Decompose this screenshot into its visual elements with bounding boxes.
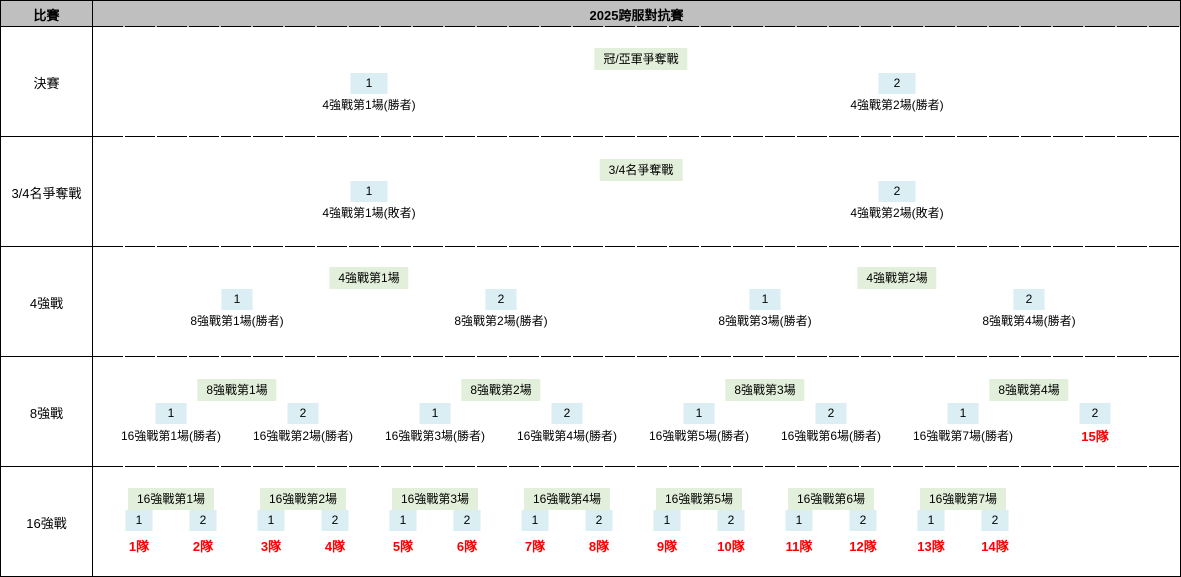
slot-number-cell: 2 xyxy=(287,403,319,424)
slot-source: 4強戰第1場(勝者) xyxy=(322,98,416,112)
round-row-third-place: 3/4名爭奪戰 3/4名爭奪戰 1 4強戰第1場(敗者) 2 4強戰第2場(敗者) xyxy=(1,137,1180,247)
slot-source: 4強戰第2場(勝者) xyxy=(850,98,944,112)
slot-source: 16強戰第5場(勝者) xyxy=(648,429,750,443)
team-name: 3隊 xyxy=(260,539,282,554)
match-banner: 16強戰第2場 xyxy=(259,488,347,510)
slot-source: 16強戰第1場(勝者) xyxy=(120,429,222,443)
slot-number-cell: 1 xyxy=(683,403,715,424)
team-name: 7隊 xyxy=(524,539,546,554)
slot-number-cell: 1 xyxy=(389,510,417,531)
round-row-round-of-16: 16強戰 16強戰第1場 1 1隊 2 2隊 16強戰第2場 1 3隊 2 4隊 16強戰第3場 1 5… xyxy=(1,467,1180,576)
team-name: 11隊 xyxy=(785,539,813,554)
slot-source: 8強戰第1場(勝者) xyxy=(190,314,284,328)
team-name: 10隊 xyxy=(717,539,745,554)
slot-number-cell: 1 xyxy=(155,403,187,424)
slot-number-cell: 2 xyxy=(321,510,349,531)
round-canvas-third-place: 3/4名爭奪戰 1 4強戰第1場(敗者) 2 4強戰第2場(敗者) xyxy=(1,137,1180,247)
slot-number-cell: 1 xyxy=(419,403,451,424)
round-canvas-finals: 冠/亞軍爭奪戰 1 4強戰第1場(勝者) 2 4強戰第2場(勝者) xyxy=(1,27,1180,137)
slot-number-cell: 1 xyxy=(785,510,813,531)
round-label-finals: 決賽 xyxy=(1,27,93,137)
slot-number-cell: 1 xyxy=(521,510,549,531)
team-name: 13隊 xyxy=(917,539,945,554)
match-banner: 冠/亞軍爭奪戰 xyxy=(594,48,688,70)
team-name: 6隊 xyxy=(456,539,478,554)
team-name: 14隊 xyxy=(981,539,1009,554)
match-banner: 4強戰第1場 xyxy=(329,267,409,289)
slot-number-cell: 2 xyxy=(453,510,481,531)
slot-number-cell: 1 xyxy=(257,510,285,531)
team-name: 9隊 xyxy=(656,539,678,554)
slot-source: 16強戰第7場(勝者) xyxy=(912,429,1014,443)
slot-number-cell: 2 xyxy=(717,510,745,531)
corner-header-cell: 比賽 xyxy=(1,1,93,27)
slot-number-cell: 1 xyxy=(350,73,388,94)
match-banner: 16強戰第1場 xyxy=(127,488,215,510)
match-banner: 16強戰第7場 xyxy=(919,488,1007,510)
match-banner: 4強戰第2場 xyxy=(857,267,937,289)
match-banner: 8強戰第2場 xyxy=(461,379,541,401)
slot-number-cell: 2 xyxy=(1079,403,1111,424)
header-row: 比賽 2025跨服對抗賽 xyxy=(1,1,1180,27)
match-banner: 8強戰第3場 xyxy=(725,379,805,401)
team-name: 15隊 xyxy=(1081,429,1109,444)
match-banner: 16強戰第4場 xyxy=(523,488,611,510)
team-name: 8隊 xyxy=(588,539,610,554)
round-row-quarterfinals: 8強戰 8強戰第1場 1 16強戰第1場(勝者) 2 16強戰第2場(勝者) 8強戰第2場… xyxy=(1,357,1180,467)
round-canvas-quarterfinals: 8強戰第1場 1 16強戰第1場(勝者) 2 16強戰第2場(勝者) 8強戰第2場 1 16強… xyxy=(1,357,1180,467)
team-name: 4隊 xyxy=(324,539,346,554)
round-label-round-of-16: 16強戰 xyxy=(1,467,93,576)
match-banner: 16強戰第6場 xyxy=(787,488,875,510)
slot-number-cell: 2 xyxy=(815,403,847,424)
slot-number-cell: 1 xyxy=(125,510,153,531)
slot-number-cell: 2 xyxy=(1013,289,1045,310)
slot-number-cell: 2 xyxy=(981,510,1009,531)
team-name: 5隊 xyxy=(392,539,414,554)
slot-number-cell: 1 xyxy=(221,289,253,310)
team-name: 12隊 xyxy=(849,539,877,554)
round-label-semifinals: 4強戰 xyxy=(1,247,93,357)
slot-source: 16強戰第6場(勝者) xyxy=(780,429,882,443)
match-banner: 16強戰第5場 xyxy=(655,488,743,510)
slot-source: 4強戰第1場(敗者) xyxy=(322,206,416,220)
slot-number-cell: 2 xyxy=(849,510,877,531)
team-name: 1隊 xyxy=(128,539,150,554)
tournament-title: 2025跨服對抗賽 xyxy=(589,7,684,23)
slot-number-cell: 1 xyxy=(653,510,681,531)
round-canvas-round-of-16: 16強戰第1場 1 1隊 2 2隊 16強戰第2場 1 3隊 2 4隊 16強戰第3場 1 5隊 2 6隊 1… xyxy=(1,467,1180,576)
round-row-finals: 決賽 冠/亞軍爭奪戰 1 4強戰第1場(勝者) 2 4強戰第2場(勝者) xyxy=(1,27,1180,137)
match-banner: 16強戰第3場 xyxy=(391,488,479,510)
slot-source: 8強戰第2場(勝者) xyxy=(454,314,548,328)
match-banner: 8強戰第4場 xyxy=(989,379,1069,401)
slot-source: 16強戰第2場(勝者) xyxy=(252,429,354,443)
slot-number-cell: 1 xyxy=(350,181,388,202)
slot-source: 16強戰第4場(勝者) xyxy=(516,429,618,443)
round-label-quarterfinals: 8強戰 xyxy=(1,357,93,467)
team-name: 2隊 xyxy=(192,539,214,554)
slot-number-cell: 1 xyxy=(917,510,945,531)
slot-number-cell: 2 xyxy=(585,510,613,531)
match-banner: 3/4名爭奪戰 xyxy=(599,159,683,181)
round-label-third-place: 3/4名爭奪戰 xyxy=(1,137,93,247)
slot-number-cell: 1 xyxy=(947,403,979,424)
slot-source: 8強戰第3場(勝者) xyxy=(718,314,812,328)
slot-source: 16強戰第3場(勝者) xyxy=(384,429,486,443)
slot-number-cell: 2 xyxy=(485,289,517,310)
slot-number-cell: 2 xyxy=(189,510,217,531)
slot-number-cell: 2 xyxy=(551,403,583,424)
slot-source: 4強戰第2場(敗者) xyxy=(850,206,944,220)
round-canvas-semifinals: 4強戰第1場 1 8強戰第1場(勝者) 2 8強戰第2場(勝者) 4強戰第2場 1 8強戰第3… xyxy=(1,247,1180,357)
match-banner: 8強戰第1場 xyxy=(197,379,277,401)
slot-source: 8強戰第4場(勝者) xyxy=(982,314,1076,328)
slot-number-cell: 2 xyxy=(878,181,916,202)
slot-number-cell: 2 xyxy=(878,73,916,94)
slot-number-cell: 1 xyxy=(749,289,781,310)
round-row-semifinals: 4強戰 4強戰第1場 1 8強戰第1場(勝者) 2 8強戰第2場(勝者) 4強戰第2場 1 8… xyxy=(1,247,1180,357)
